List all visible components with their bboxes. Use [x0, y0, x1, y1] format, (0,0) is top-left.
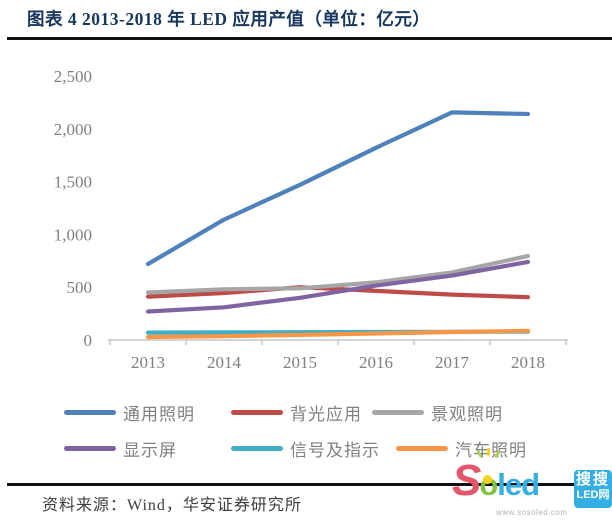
logo-letter-s: S [452, 456, 481, 505]
sosoled-watermark-logo: Soled 搜搜 LED网 www.sosoled.com [452, 448, 612, 526]
bulb-icon [483, 475, 492, 484]
legend-label: 显示屏 [123, 440, 177, 460]
title-divider [7, 37, 612, 40]
logo-wordmark: Soled [452, 456, 540, 506]
footer-divider [7, 483, 612, 486]
y-tick-label: 2,500 [54, 67, 92, 86]
logo-letters-led: led [497, 467, 540, 502]
series-line-5 [145, 328, 531, 340]
legend-marker-landscape-lighting [372, 409, 424, 415]
legend-label: 汽车照明 [455, 440, 527, 460]
legend-label: 景观照明 [431, 404, 503, 424]
legend-label: 背光应用 [290, 404, 362, 424]
series-line-0 [145, 110, 531, 267]
y-tick-label: 1,000 [54, 225, 92, 244]
y-tick-label: 1,500 [54, 173, 92, 192]
legend-marker-display [64, 445, 116, 451]
series-line-1 [145, 285, 531, 300]
badge-text-bottom: LED网 [576, 488, 610, 501]
legend-item-display: 显示屏 [64, 437, 177, 460]
legend-label: 通用照明 [123, 404, 195, 424]
figure-title: 图表 4 2013-2018 年 LED 应用产值（单位：亿元） [27, 9, 431, 29]
x-tick-label: 2015 [283, 353, 317, 372]
legend-item-general-lighting: 通用照明 [64, 401, 195, 424]
legend-marker-general-lighting [64, 409, 116, 415]
legend-marker-backlight [231, 409, 283, 415]
badge-text-top: 搜搜 [575, 471, 610, 488]
logo-url: www.sosoled.com [496, 508, 568, 517]
x-tick-label: 2013 [131, 353, 165, 372]
x-tick-label: 2016 [359, 353, 393, 372]
legend-marker-signal-indicator [231, 445, 283, 451]
logo-badge: 搜搜 LED网 [574, 470, 612, 508]
series-line-2 [145, 253, 531, 295]
legend-item-landscape-lighting: 景观照明 [372, 401, 503, 424]
y-tick-label: 0 [84, 331, 93, 350]
legend-item-automotive-lighting: 汽车照明 [396, 437, 527, 460]
legend-label: 信号及指示 [290, 440, 380, 460]
legend-marker-automotive-lighting [396, 445, 448, 451]
logo-letter-o: o [479, 467, 498, 502]
legend-item-signal-indicator: 信号及指示 [231, 437, 380, 460]
series-line-3 [145, 259, 531, 314]
y-tick-label: 500 [67, 278, 93, 297]
led-output-line-chart: 0 500 1,000 1,500 2,000 2,500 2013 2014 2015 2016… [54, 67, 568, 372]
data-source-note: 资料来源：Wind，华安证券研究所 [42, 497, 302, 514]
y-tick-label: 2,000 [54, 120, 92, 139]
bulb-ray-icon [487, 448, 490, 456]
x-tick-label: 2018 [511, 353, 545, 372]
x-tick-label: 2017 [435, 353, 470, 372]
x-tick-label: 2014 [207, 353, 242, 372]
legend-item-backlight: 背光应用 [231, 401, 362, 424]
